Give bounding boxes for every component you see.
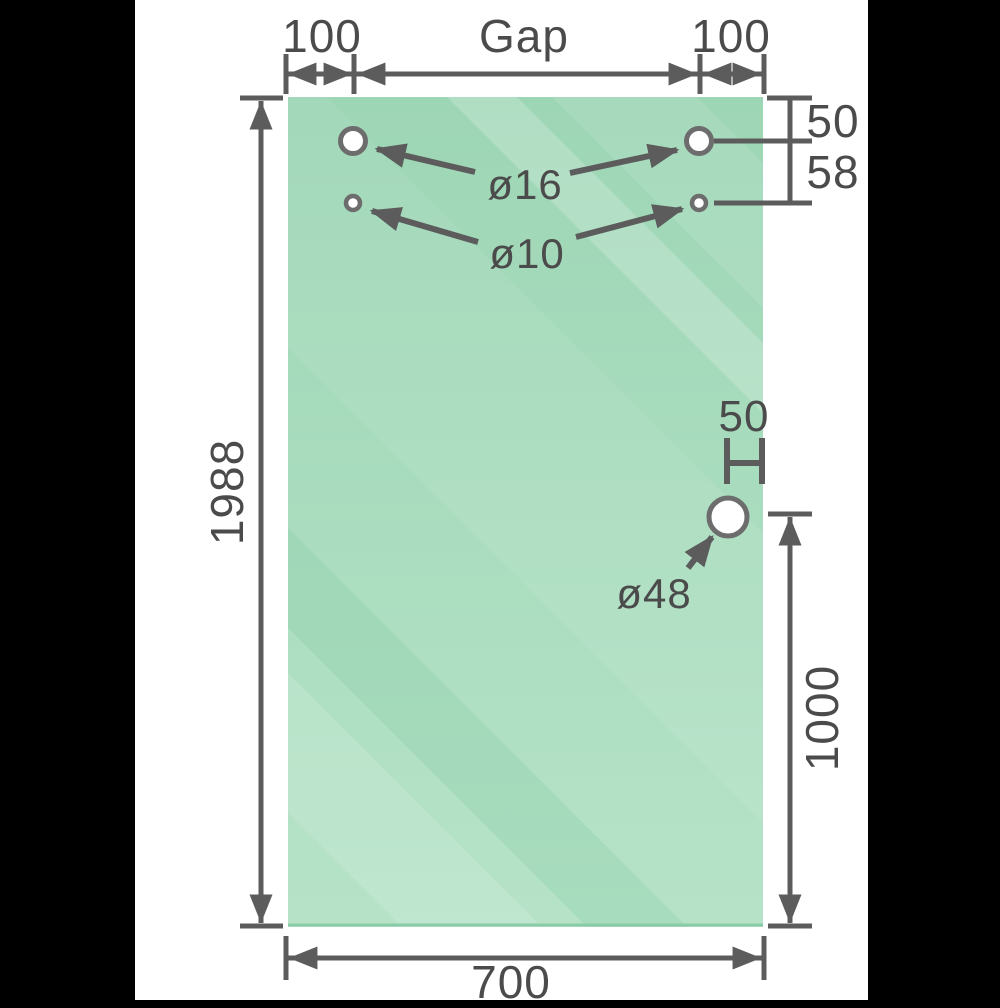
hole-10-left bbox=[343, 193, 363, 213]
hole-16-left bbox=[338, 126, 368, 156]
hole-label-o16: ø16 bbox=[487, 161, 563, 208]
hole-10-right bbox=[689, 193, 709, 213]
dim-label-top-right-100: 100 bbox=[691, 10, 771, 62]
dim-label-50-top: 50 bbox=[806, 95, 860, 147]
leader-arrows bbox=[369, 143, 715, 570]
dim-label-1000: 1000 bbox=[796, 664, 848, 772]
hole-label-o48: ø48 bbox=[616, 570, 692, 617]
hole-48 bbox=[706, 495, 750, 539]
dim-label-gap: Gap bbox=[479, 10, 569, 62]
dimension-top bbox=[283, 54, 767, 94]
dim-label-50-handle: 50 bbox=[718, 392, 770, 441]
dimension-hole-offsets bbox=[714, 95, 812, 206]
dimension-1000 bbox=[768, 511, 812, 929]
dim-label-width-700: 700 bbox=[471, 956, 551, 1008]
hole-16-right bbox=[684, 126, 714, 156]
dimension-handle-offset bbox=[724, 438, 765, 484]
dimension-width bbox=[283, 936, 767, 980]
drill-holes bbox=[338, 126, 750, 539]
hole-label-o10: ø10 bbox=[489, 230, 565, 277]
dim-label-top-left-100: 100 bbox=[282, 10, 362, 62]
dimension-height bbox=[240, 95, 283, 929]
dim-label-height-1988: 1988 bbox=[201, 438, 253, 546]
dim-label-58: 58 bbox=[806, 146, 860, 198]
